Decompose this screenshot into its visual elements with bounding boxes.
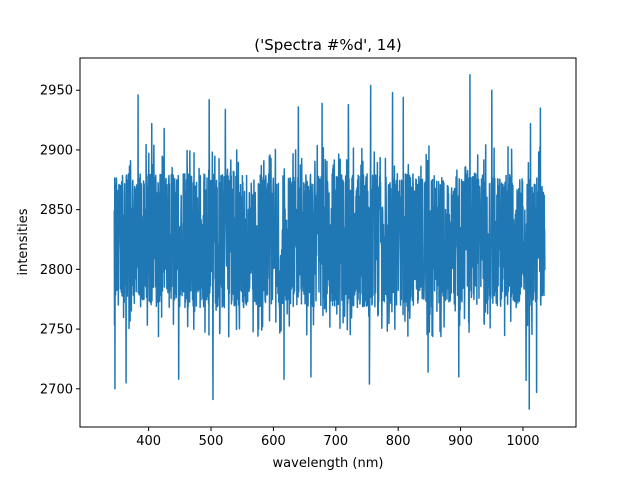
y-tick-label: 2800 xyxy=(40,263,73,278)
spectrum-series-line xyxy=(113,73,546,410)
x-tick-label: 1000 xyxy=(506,434,539,449)
plot-frame xyxy=(79,57,577,428)
x-tick-label: 400 xyxy=(136,434,161,449)
y-tick-label: 2700 xyxy=(40,382,73,397)
chart-title: ('Spectra #%d', 14) xyxy=(254,36,401,54)
x-tick-label: 600 xyxy=(261,434,286,449)
x-axis-label: wavelength (nm) xyxy=(273,456,384,471)
x-tick-label: 700 xyxy=(323,434,348,449)
y-tick-label: 2750 xyxy=(40,323,73,338)
y-tick-label: 2850 xyxy=(40,203,73,218)
y-axis-label: intensities xyxy=(16,208,31,275)
y-axis: 2700 2750 2800 2850 2900 2950 xyxy=(40,84,80,397)
series-layer xyxy=(113,73,546,410)
x-tick-label: 500 xyxy=(199,434,224,449)
x-axis: 400 500 600 700 800 900 1000 xyxy=(136,427,540,449)
x-tick-label: 800 xyxy=(386,434,411,449)
y-tick-label: 2950 xyxy=(40,84,73,99)
y-tick-label: 2900 xyxy=(40,143,73,158)
x-tick-label: 900 xyxy=(448,434,473,449)
